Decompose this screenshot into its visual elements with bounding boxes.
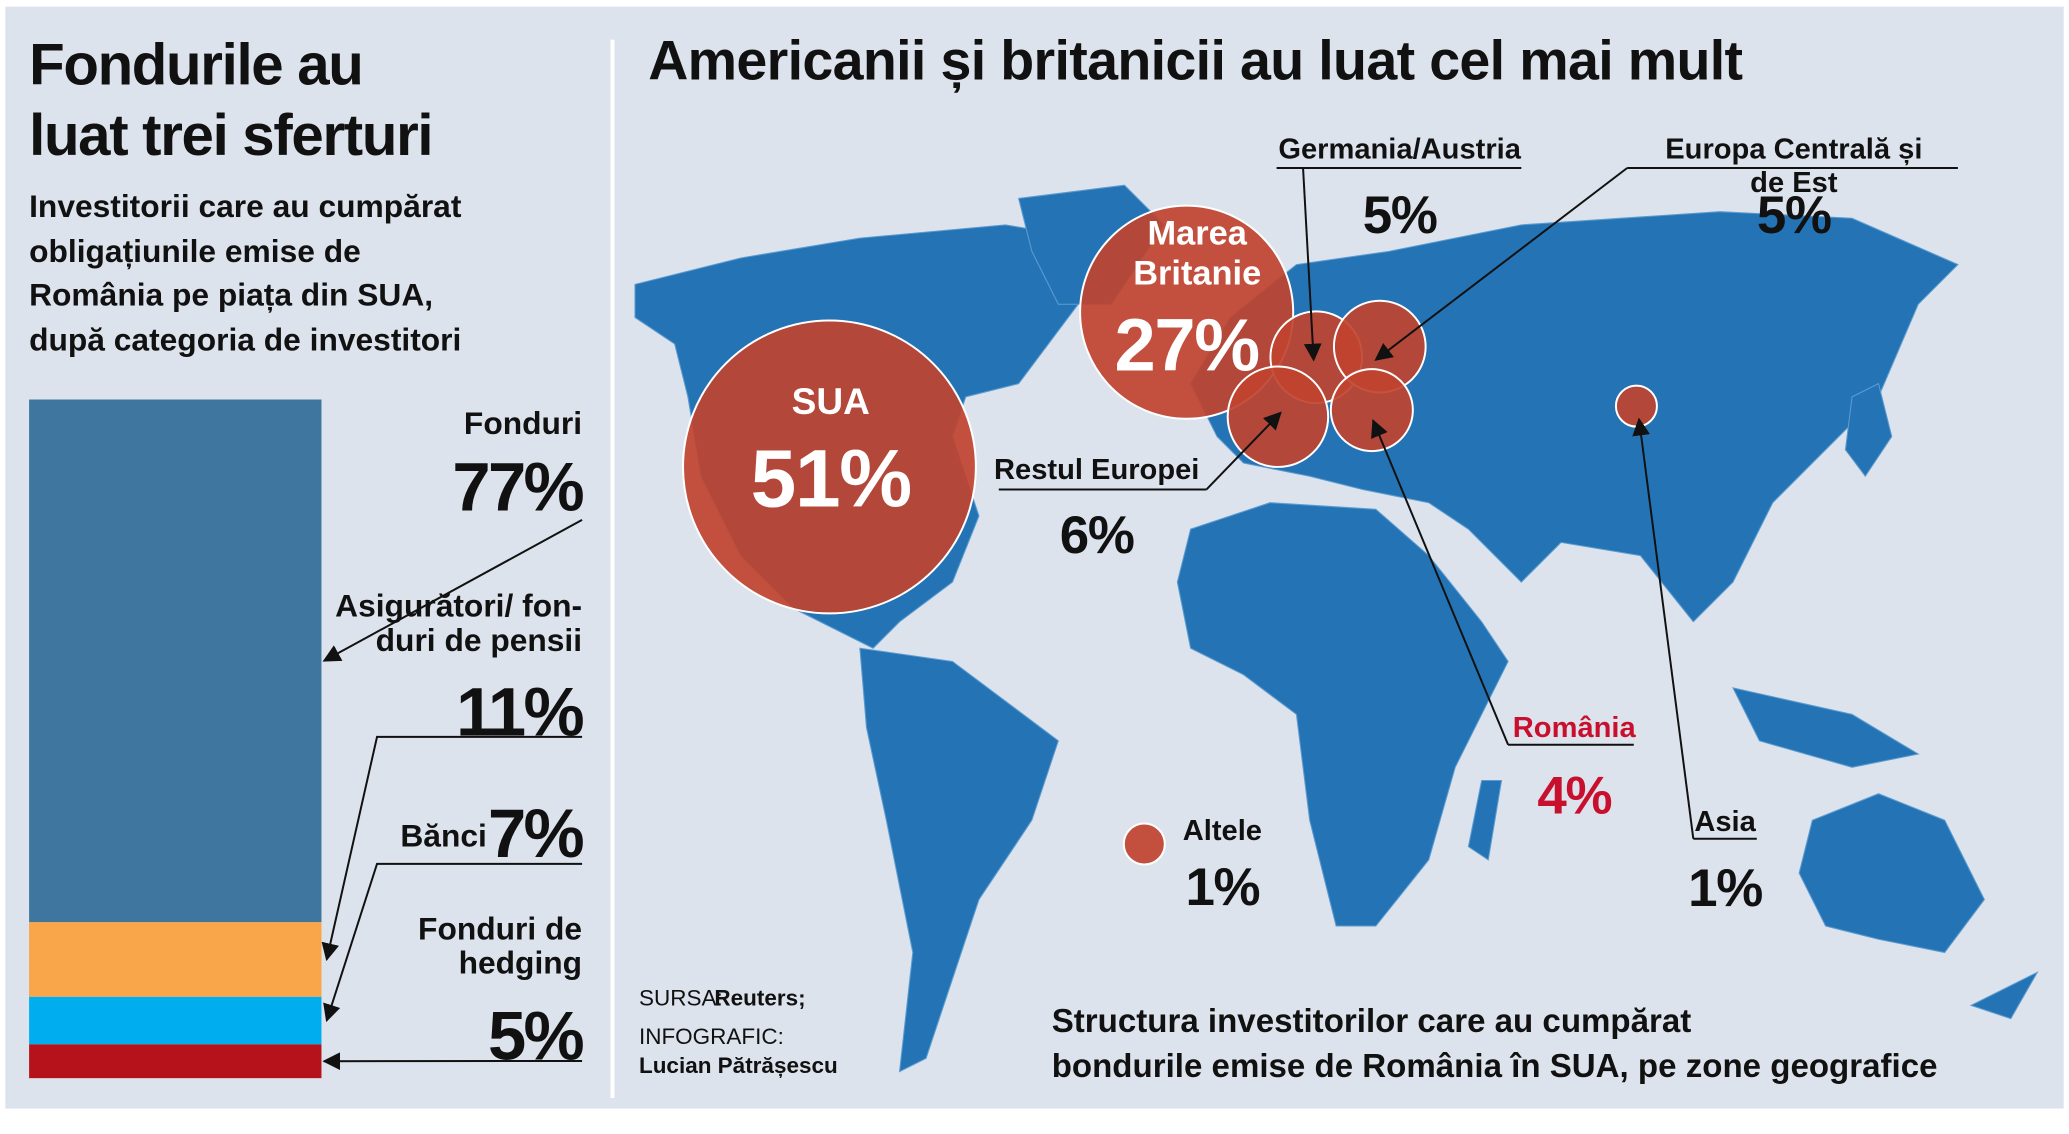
pointer-line	[1374, 167, 1628, 361]
bubble-label: România	[1512, 710, 1636, 744]
pointer-line	[323, 862, 583, 1023]
bar-segment	[29, 996, 322, 1045]
bubble-value: 5%	[1362, 186, 1438, 245]
bubble	[1329, 368, 1414, 453]
pointer-line	[1205, 411, 1282, 491]
pointer-line	[1371, 419, 1510, 746]
bubble-label: Altele	[1182, 813, 1262, 847]
value-label: 11%	[456, 674, 585, 752]
category-label: Fonduri	[463, 406, 583, 442]
pointer-line	[1302, 167, 1322, 362]
value-label: 5%	[487, 998, 585, 1076]
value-label: 7%	[487, 796, 585, 874]
bubble-value: 51%	[750, 433, 913, 526]
source: Reuters;	[714, 985, 806, 1011]
credit-label: INFOGRAFIC:	[638, 1023, 784, 1050]
bubble-label: Europa Centrală și de Est	[1665, 132, 1923, 199]
bubble	[1122, 822, 1166, 866]
bubble-label: Germania/Austria	[1278, 132, 1521, 166]
bubble-label: Marea Britanie	[1133, 212, 1262, 293]
category-label: Asigurători/ fon- duri de pensii	[335, 588, 583, 660]
source-label: SURSA:	[638, 985, 723, 1011]
bubble-label: Restul Europei	[993, 452, 1200, 486]
bubble-value: 1%	[1185, 858, 1260, 917]
caption: Structura investitorilor care au cumpăra…	[1051, 1002, 1938, 1085]
bubble	[1079, 204, 1295, 420]
bubble	[1614, 384, 1658, 428]
chart-title: Fondurile au luat trei sferturi	[29, 33, 433, 168]
bubble-label: SUA	[791, 380, 870, 423]
chart-title: Americanii și britanicii au luat cel mai…	[648, 29, 1743, 92]
pointer-line	[322, 519, 583, 662]
bubble-label: Asia	[1694, 804, 1756, 838]
chart-subtitle: Investitorii care au cumpărat obligațiun…	[29, 189, 462, 359]
credit: Lucian Pătrășescu	[638, 1053, 838, 1079]
bubble-value: 1%	[1688, 859, 1763, 919]
bar-segment	[29, 922, 322, 997]
bar-segment	[29, 399, 322, 923]
category-label: Bănci	[400, 818, 487, 855]
value-label: 77%	[452, 449, 584, 527]
pointer-line	[321, 735, 583, 962]
bar-segment	[29, 1044, 322, 1079]
pointer-line	[1632, 417, 1695, 839]
category-label: Fonduri de hedging	[418, 911, 583, 983]
bubble-value: 4%	[1537, 767, 1612, 826]
bubble	[682, 319, 977, 615]
bubble-value: 27%	[1114, 302, 1260, 387]
bubble-value: 5%	[1756, 186, 1832, 245]
bubble-value: 6%	[1059, 506, 1135, 565]
